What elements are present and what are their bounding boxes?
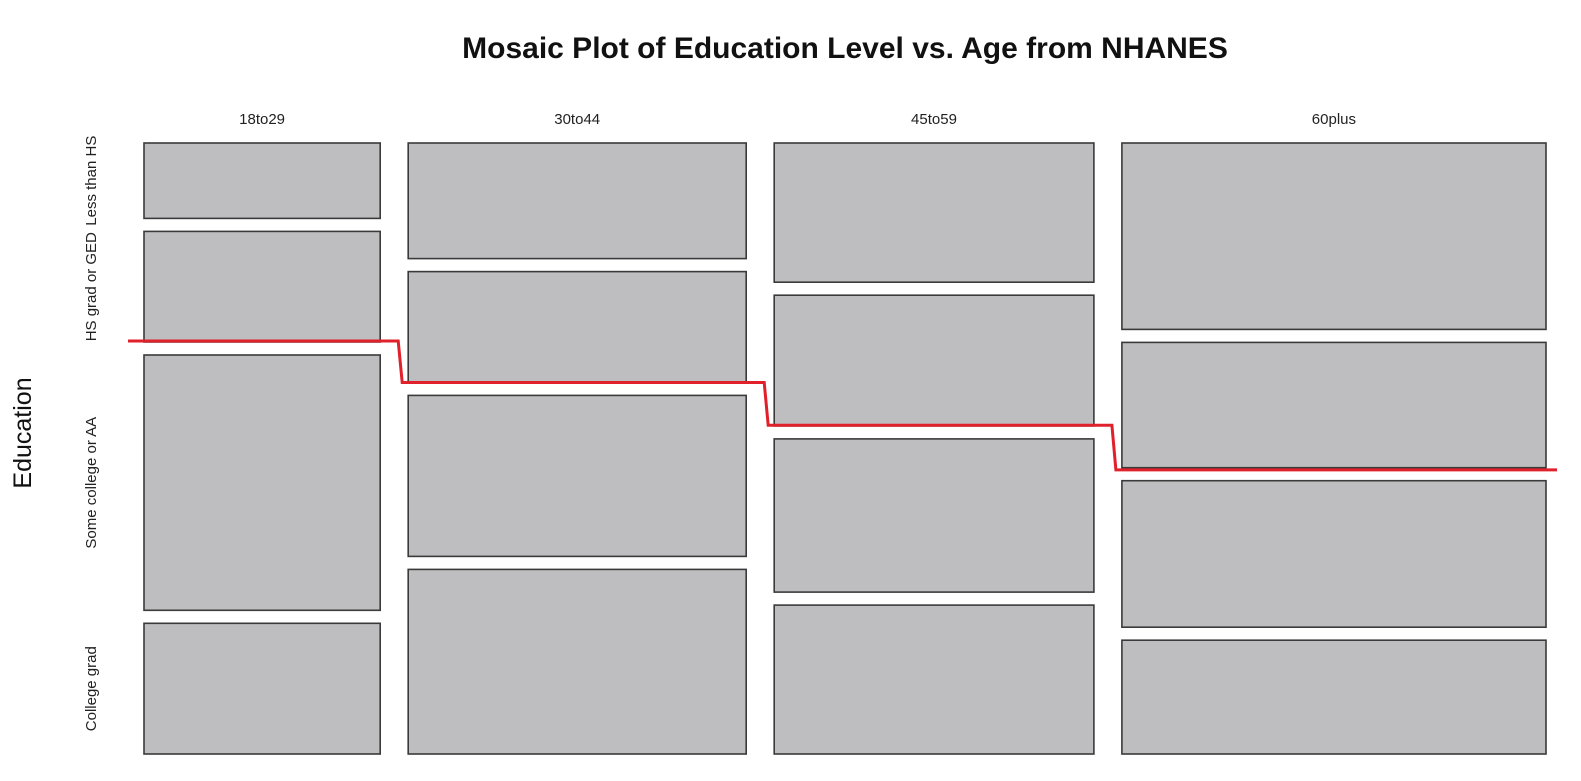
row-labels: Less than HS HS grad or GED Some college o… bbox=[83, 136, 100, 732]
tile-30to44-some-college-or-aa bbox=[407, 394, 748, 558]
tile-30to44-college-grad bbox=[407, 568, 748, 755]
column-label-60plus: 60plus bbox=[1312, 111, 1356, 128]
row-label-hs-grad-or-ged: HS grad or GED bbox=[83, 232, 100, 341]
tile-18to29-college-grad bbox=[143, 622, 381, 755]
column-label-30to44: 30to44 bbox=[554, 111, 600, 128]
red-annotation-line bbox=[128, 339, 1557, 472]
tile-60plus-some-college-or-aa bbox=[1121, 479, 1547, 629]
chart-title: Mosaic Plot of Education Level vs. Age f… bbox=[462, 32, 1228, 65]
tile-30to44-hs-grad-or-ged bbox=[407, 270, 748, 384]
column-label-45to59: 45to59 bbox=[911, 111, 957, 128]
tile-18to29-some-college-or-aa bbox=[143, 354, 381, 612]
row-label-college-grad: College grad bbox=[83, 646, 100, 731]
tile-45to59-college-grad bbox=[773, 604, 1095, 755]
y-axis-label: Education bbox=[9, 377, 37, 488]
column-labels: 18to29 30to44 45to59 60plus bbox=[239, 111, 1356, 128]
tile-18to29-less-than-hs bbox=[143, 142, 381, 220]
tile-45to59-hs-grad-or-ged bbox=[773, 294, 1095, 427]
annotation-layer bbox=[128, 339, 1557, 472]
tile-60plus-college-grad bbox=[1121, 639, 1547, 755]
row-label-less-than-hs: Less than HS bbox=[83, 136, 100, 226]
tile-45to59-some-college-or-aa bbox=[773, 438, 1095, 593]
column-label-18to29: 18to29 bbox=[239, 111, 285, 128]
tile-60plus-hs-grad-or-ged bbox=[1121, 341, 1547, 469]
tile-30to44-less-than-hs bbox=[407, 142, 748, 260]
tile-45to59-less-than-hs bbox=[773, 142, 1095, 283]
tile-18to29-hs-grad-or-ged bbox=[143, 230, 381, 343]
mosaic-tiles bbox=[143, 142, 1547, 755]
row-label-some-college-or-aa: Some college or AA bbox=[83, 417, 100, 549]
tile-60plus-less-than-hs bbox=[1121, 142, 1547, 331]
